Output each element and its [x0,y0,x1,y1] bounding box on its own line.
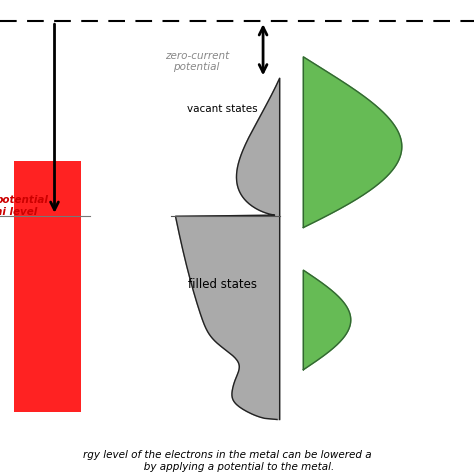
Polygon shape [175,78,280,419]
Bar [14,161,81,412]
Polygon shape [303,57,402,228]
Polygon shape [303,270,351,370]
Text: zero-current
potential: zero-current potential [164,51,229,73]
Text: rgy level of the electrons in the metal can be lowered a
       by applying a po: rgy level of the electrons in the metal … [83,450,372,472]
Text: vacuum level: vacuum level [128,0,251,2]
Text: vacant states: vacant states [188,104,258,114]
Text: filled states: filled states [188,278,257,291]
Text: potential
ni level: potential ni level [0,195,48,217]
